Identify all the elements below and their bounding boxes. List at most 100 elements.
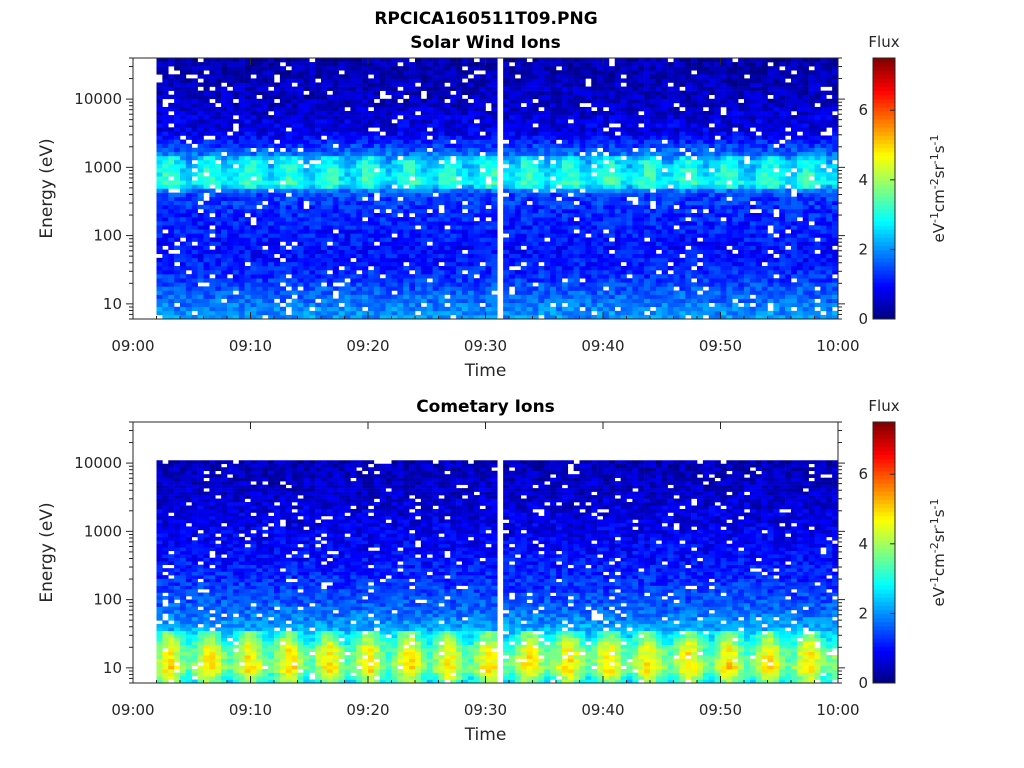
spectrogram-cell: [215, 257, 222, 263]
spectrogram-cell: [256, 78, 263, 83]
spectrogram-cell: [585, 290, 592, 295]
spectrogram-cell: [279, 78, 287, 83]
spectrogram-cell: [221, 155, 228, 161]
spectrogram-cell: [450, 257, 457, 263]
spectrogram-cell: [608, 217, 616, 222]
spectrogram-cell: [391, 159, 398, 165]
spectrogram-cell: [191, 102, 198, 108]
spectrogram-cell: [221, 270, 228, 275]
spectrogram-cell: [608, 90, 616, 96]
spectrogram-cell: [538, 196, 545, 202]
spectrogram-cell: [532, 265, 539, 271]
spectrogram-cell: [591, 225, 598, 230]
spectrogram-cell: [297, 265, 304, 271]
spectrogram-cell: [191, 302, 198, 308]
spectrogram-cell: [332, 164, 339, 169]
spectrogram-cell: [432, 123, 439, 128]
spectrogram-cell: [456, 290, 463, 295]
spectrogram-cell: [403, 155, 410, 161]
spectrogram-cell: [391, 172, 398, 177]
spectrogram-cell: [197, 147, 204, 153]
spectrogram-cell: [180, 180, 187, 185]
spectrogram-cell: [297, 192, 304, 197]
spectrogram-cell: [561, 66, 569, 71]
spectrogram-cell: [209, 290, 216, 295]
spectrogram-cell: [462, 257, 469, 263]
spectrogram-cell: [597, 270, 604, 275]
spectrogram-cell: [362, 106, 369, 112]
spectrogram-cell: [450, 86, 457, 91]
spectrogram-cell: [526, 221, 533, 226]
spectrogram-cell: [467, 278, 475, 283]
spectrogram-cell: [285, 217, 292, 222]
spectrogram-cell: [503, 290, 510, 295]
spectrogram-cell: [556, 147, 563, 153]
spectrogram-cell: [561, 212, 569, 218]
spectrogram-cell: [385, 123, 392, 128]
spectrogram-cell: [385, 229, 392, 234]
spectrogram-cell: [215, 90, 222, 96]
spectrogram-cell: [291, 310, 298, 316]
spectrogram-cell: [550, 180, 557, 185]
spectrogram-cell: [391, 306, 398, 312]
spectrogram-cell: [550, 249, 557, 255]
spectrogram-cell: [156, 196, 163, 202]
spectrogram-cell: [373, 164, 381, 169]
spectrogram-cell: [538, 82, 545, 87]
spectrogram-cell: [608, 282, 616, 287]
spectrogram-cell: [344, 196, 351, 202]
spectrogram-cell: [403, 314, 410, 320]
spectrogram-cell: [168, 282, 175, 287]
spectrogram-cell: [444, 221, 451, 226]
spectrogram-cell: [491, 86, 498, 91]
spectrogram-cell: [238, 282, 245, 287]
spectrogram-cell: [450, 217, 457, 222]
spectrogram-cell: [632, 115, 639, 120]
spectrogram-cell: [438, 115, 445, 120]
spectrogram-cell: [291, 151, 298, 157]
spectrogram-cell: [456, 82, 463, 87]
spectrogram-cell: [467, 58, 475, 63]
spectrogram-cell: [550, 66, 557, 71]
spectrogram-cell: [379, 225, 386, 230]
spectrogram-cell: [203, 78, 210, 83]
spectrogram-cell: [432, 90, 439, 96]
spectrogram-cell: [162, 257, 169, 263]
spectrogram-cell: [309, 131, 316, 136]
spectrogram-cell: [503, 115, 510, 120]
spectrogram-cell: [544, 168, 551, 173]
spectrogram-cell: [232, 204, 240, 210]
spectrogram-cell: [479, 290, 486, 295]
spectrogram-cell: [332, 278, 339, 283]
spectrogram-cell: [315, 58, 322, 63]
spectrogram-cell: [379, 172, 386, 177]
spectrogram-cell: [209, 78, 216, 83]
spectrogram-cell: [485, 78, 492, 83]
spectrogram-cell: [309, 274, 316, 279]
spectrogram-cell: [285, 172, 292, 177]
spectrogram-cell: [467, 82, 475, 87]
spectrogram-cell: [379, 270, 386, 275]
spectrogram-cell: [626, 164, 633, 169]
spectrogram-cell: [268, 200, 275, 206]
spectrogram-cell: [332, 123, 339, 128]
spectrogram-cell: [297, 278, 304, 283]
spectrogram-cell: [597, 192, 604, 197]
spectrogram-cell: [326, 196, 334, 202]
spectrogram-cell: [209, 200, 216, 206]
spectrogram-cell: [303, 159, 310, 165]
spectrogram-cell: [561, 249, 569, 255]
spectrogram-cell: [244, 229, 251, 234]
spectrogram-cell: [373, 261, 381, 267]
spectrogram-cell: [467, 143, 475, 149]
spectrogram-cell: [444, 139, 451, 144]
spectrogram-cell: [250, 151, 257, 157]
spectrogram-cell: [291, 98, 298, 104]
spectrogram-cell: [620, 168, 627, 173]
spectrogram-cell: [162, 135, 169, 140]
spectrogram-cell: [456, 70, 463, 75]
spectrogram-cell: [309, 249, 316, 255]
spectrogram-cell: [338, 196, 345, 202]
spectrogram-cell: [420, 282, 428, 287]
spectrogram-cell: [197, 119, 204, 124]
